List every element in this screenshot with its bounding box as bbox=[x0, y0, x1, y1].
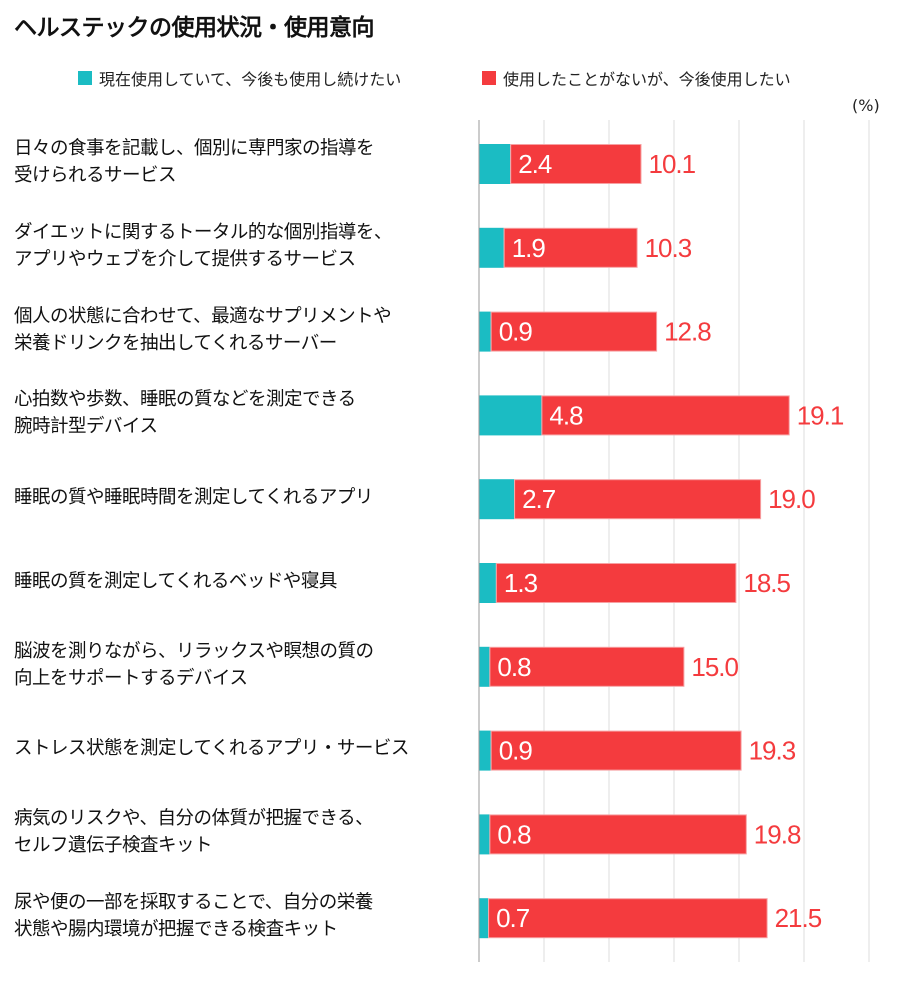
bar-current bbox=[479, 144, 511, 184]
category-label: 個人の状態に合わせて、最適なサプリメントや 栄養ドリンクを抽出してくれるサーバー bbox=[14, 305, 392, 354]
bar-intent bbox=[489, 646, 685, 687]
data-label-current: 2.4 bbox=[518, 149, 552, 179]
data-label-intent: 21.5 bbox=[775, 903, 822, 933]
legend-label: 現在使用していて、今後も使用し続けたい bbox=[99, 70, 402, 89]
data-label-current: 0.8 bbox=[497, 819, 531, 849]
bar-current bbox=[479, 563, 496, 603]
legend-swatch bbox=[482, 71, 496, 85]
category-label: 脳波を測りながら、リラックスや瞑想の質の 向上をサポートするデバイス bbox=[14, 640, 374, 689]
data-label-intent: 19.0 bbox=[768, 484, 815, 514]
category-label: ダイエットに関するトータル的な個別指導を、 アプリやウェブを介して提供するサービ… bbox=[14, 221, 392, 270]
legend-item-current: 現在使用していて、今後も使用し続けたい bbox=[78, 66, 401, 90]
data-label-current: 1.3 bbox=[504, 568, 538, 598]
bar-intent bbox=[490, 311, 658, 352]
bar-intent bbox=[503, 227, 638, 268]
data-label-intent: 19.1 bbox=[797, 400, 844, 430]
bar-intent bbox=[490, 730, 742, 771]
category-label: 睡眠の質や睡眠時間を測定してくれるアプリ bbox=[14, 486, 373, 508]
data-label-intent: 12.8 bbox=[664, 317, 711, 347]
data-label-current: 1.9 bbox=[512, 233, 546, 263]
data-label-intent: 15.0 bbox=[691, 652, 738, 682]
bar-intent bbox=[495, 563, 737, 603]
bar-current bbox=[479, 646, 490, 687]
bar-current bbox=[479, 898, 489, 939]
data-label-intent: 10.1 bbox=[649, 149, 696, 179]
data-label-intent: 10.3 bbox=[645, 233, 692, 263]
legend-label: 使用したことがないが、今後使用したい bbox=[503, 70, 791, 89]
data-label-intent: 19.8 bbox=[754, 819, 801, 849]
data-label-current: 0.9 bbox=[499, 317, 533, 347]
data-label-current: 4.8 bbox=[549, 400, 583, 430]
category-label: 睡眠の質を測定してくれるベッドや寝具 bbox=[14, 570, 337, 592]
category-label: ストレス状態を測定してくれるアプリ・サービス bbox=[14, 738, 409, 760]
bar-intent bbox=[541, 395, 790, 436]
legend-swatch bbox=[78, 71, 92, 85]
bar-current bbox=[479, 395, 542, 436]
unit-label: (%) bbox=[852, 96, 880, 115]
bar-intent bbox=[488, 898, 768, 939]
bar-current bbox=[479, 479, 515, 520]
category-label: 尿や便の一部を採取することで、自分の栄養 状態や腸内環境が把握できる検査キット bbox=[14, 892, 373, 941]
category-label: 心拍数や歩数、睡眠の質などを測定できる 腕時計型デバイス bbox=[14, 389, 356, 438]
legend-item-intent: 使用したことがないが、今後使用したい bbox=[482, 66, 791, 90]
data-label-current: 2.7 bbox=[522, 484, 556, 514]
bar-current bbox=[479, 227, 504, 268]
chart-title: ヘルステックの使用状況・使用意向 bbox=[14, 15, 375, 41]
bar-current bbox=[479, 730, 491, 771]
category-label: 病気のリスクや、自分の体質が把握できる、 セルフ遺伝子検査キット bbox=[14, 808, 374, 857]
bar-intent bbox=[510, 144, 642, 184]
bar-current bbox=[479, 311, 491, 352]
bar-current bbox=[479, 814, 490, 855]
bar-intent bbox=[489, 814, 747, 855]
category-label: 日々の食事を記載し、個別に専門家の指導を 受けられるサービス bbox=[14, 138, 375, 186]
bar-intent bbox=[514, 479, 762, 520]
data-label-current: 0.8 bbox=[497, 652, 531, 682]
data-label-intent: 18.5 bbox=[743, 568, 790, 598]
data-label-current: 0.7 bbox=[496, 903, 530, 933]
data-label-intent: 19.3 bbox=[749, 736, 796, 766]
data-label-current: 0.9 bbox=[499, 736, 533, 766]
